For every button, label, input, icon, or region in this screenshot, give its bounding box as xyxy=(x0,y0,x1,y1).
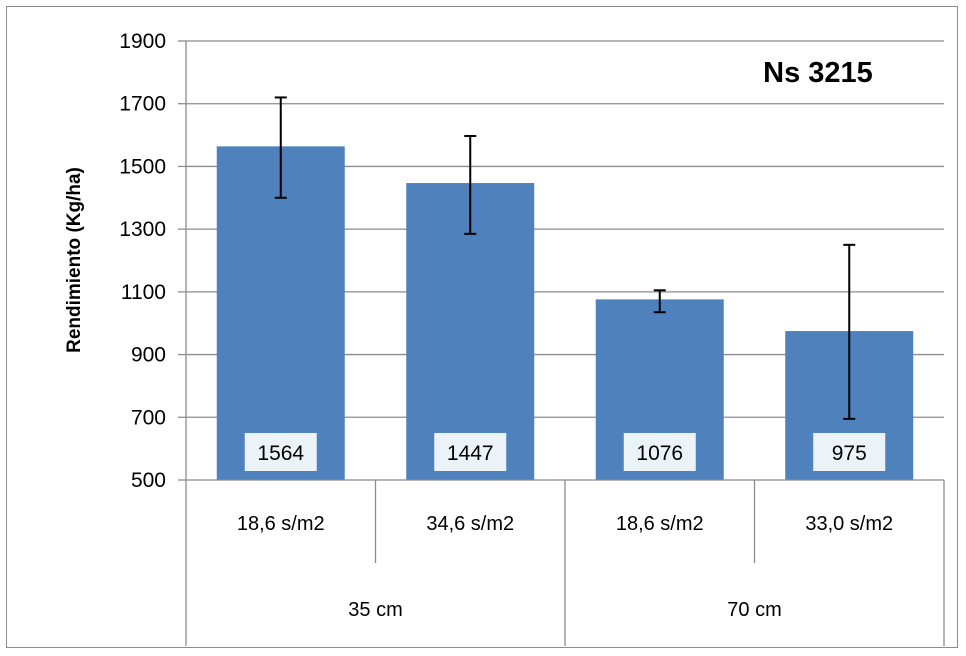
data-label-box xyxy=(813,433,886,471)
group-label: 70 cm xyxy=(727,599,781,621)
data-label: 1076 xyxy=(636,442,683,465)
data-label-box xyxy=(434,433,507,471)
y-axis-label: Rendimiento (Kg/ha) xyxy=(64,167,85,353)
data-label: 1564 xyxy=(257,442,304,465)
category-label: 18,6 s/m2 xyxy=(616,513,704,535)
category-label: 18,6 s/m2 xyxy=(237,513,325,535)
data-labels: 1564 1447 1076 975 xyxy=(244,433,886,471)
y-tick-label: 700 xyxy=(131,406,166,429)
y-tick-label: 1500 xyxy=(119,155,166,178)
y-tick-label: 1100 xyxy=(121,281,166,304)
data-label-box xyxy=(623,433,696,471)
category-labels: 18,6 s/m2 34,6 s/m2 18,6 s/m2 33,0 s/m2 35 c… xyxy=(237,513,893,621)
group-label: 35 cm xyxy=(348,599,402,621)
axes xyxy=(185,41,945,646)
data-label-box xyxy=(244,433,317,471)
chart-title: Ns 3215 xyxy=(763,57,873,89)
y-tick-label: 1300 xyxy=(119,218,166,241)
data-label: 1447 xyxy=(447,442,494,465)
data-label: 975 xyxy=(832,442,867,465)
category-label: 34,6 s/m2 xyxy=(426,513,514,535)
y-tick-labels: 500 700 900 1100 1300 1500 1700 1900 xyxy=(119,30,166,492)
y-tick-label: 500 xyxy=(131,469,166,492)
y-tick-label: 900 xyxy=(131,344,166,367)
y-tick-label: 1900 xyxy=(119,30,166,53)
bars xyxy=(216,146,914,481)
bar xyxy=(216,146,345,481)
category-label: 33,0 s/m2 xyxy=(805,513,893,535)
y-tick-label: 1700 xyxy=(119,93,166,116)
error-bars xyxy=(274,96,856,420)
